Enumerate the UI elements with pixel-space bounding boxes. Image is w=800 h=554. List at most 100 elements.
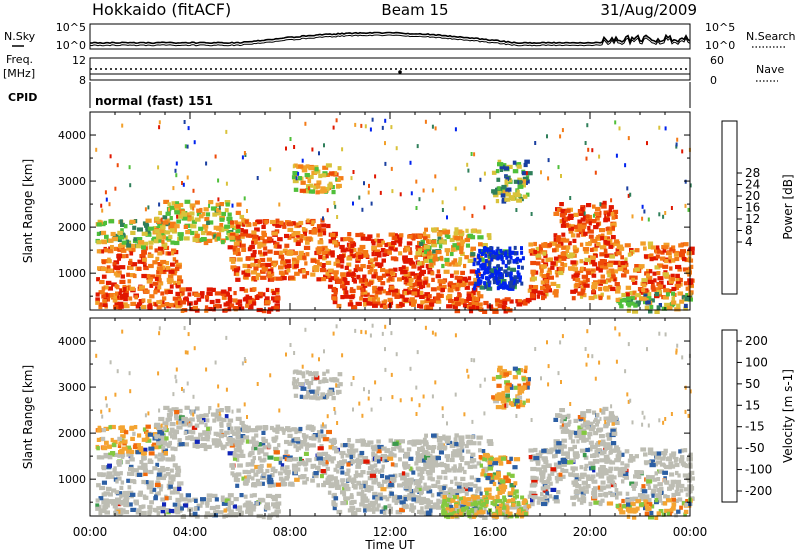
velocity-cell — [416, 495, 422, 500]
velocity-cell — [588, 447, 593, 452]
velocity-cell — [496, 471, 501, 476]
power-cell — [477, 260, 481, 265]
velocity-cell — [116, 460, 123, 465]
power-cell — [379, 262, 384, 267]
power-cell — [271, 231, 278, 236]
velocity-cell — [182, 503, 189, 508]
power-cell — [219, 223, 224, 228]
power-cell — [581, 274, 589, 279]
power-cell — [110, 231, 116, 237]
power-cell — [235, 299, 241, 304]
velocity-cell — [146, 485, 153, 490]
power-cell — [440, 287, 445, 292]
power-cell — [139, 254, 146, 259]
power-cell — [361, 207, 364, 212]
power-cell — [448, 298, 454, 304]
velocity-cell — [335, 464, 341, 469]
velocity-cell — [107, 492, 113, 497]
velocity-cell — [663, 448, 668, 453]
power-cell — [258, 250, 262, 255]
power-cell — [229, 233, 236, 238]
power-cell — [384, 251, 390, 256]
power-cell — [431, 227, 437, 232]
velocity-cell — [232, 456, 237, 461]
power-cell — [145, 225, 149, 230]
velocity-cell — [600, 480, 606, 485]
power-cell — [381, 258, 386, 263]
velocity-cell — [298, 456, 303, 461]
velocity-cell — [475, 486, 482, 491]
velocity-cell — [643, 452, 648, 457]
power-cell — [599, 228, 606, 233]
velocity-cell — [163, 405, 170, 410]
power-cell — [679, 282, 683, 287]
velocity-cell — [493, 399, 499, 404]
velocity-cell — [372, 503, 376, 508]
power-cell — [494, 276, 498, 281]
velocity-cell — [154, 492, 159, 497]
velocity-cell — [125, 459, 130, 465]
velocity-cell — [141, 451, 147, 456]
power-cell — [278, 202, 281, 207]
velocity-cell — [104, 454, 109, 459]
power-cell — [607, 263, 613, 268]
power-cell — [168, 207, 170, 212]
velocity-cell — [355, 507, 362, 512]
power-cell — [500, 193, 506, 198]
power-cell — [243, 196, 246, 201]
velocity-cell — [501, 485, 508, 490]
power-cell — [685, 293, 691, 298]
power-cell — [335, 177, 338, 182]
velocity-cell — [640, 447, 647, 452]
velocity-cell — [199, 413, 206, 419]
velocity-cell — [634, 454, 639, 459]
velocity-cell — [608, 450, 612, 455]
velocity-cell — [204, 511, 211, 516]
velocity-cell — [453, 437, 458, 442]
power-cell — [254, 227, 260, 232]
date-title: 31/Aug/2009 — [600, 1, 697, 19]
power-cell — [541, 273, 547, 279]
power-cell — [606, 270, 611, 275]
velocity-cell — [156, 476, 160, 481]
power-cell — [196, 212, 202, 217]
power-cell — [354, 264, 360, 269]
velocity-cell — [649, 463, 656, 468]
velocity-cell — [339, 465, 344, 470]
velocity-cell — [651, 493, 655, 498]
velocity-cell — [148, 451, 155, 456]
power-cell — [505, 176, 509, 181]
power-cell — [407, 274, 412, 279]
nsky-tick-bottom-right: 10^0 — [705, 39, 735, 52]
velocity-cell — [293, 464, 299, 469]
power-cell — [553, 233, 558, 238]
velocity-cell — [459, 455, 465, 461]
power-cell — [407, 258, 413, 263]
velocity-cell — [170, 434, 174, 439]
power-cell — [126, 272, 130, 277]
power-cell — [130, 301, 137, 306]
power-cell — [406, 290, 412, 295]
power-cell — [320, 223, 327, 228]
velocity-cell — [346, 462, 351, 467]
power-cell — [230, 265, 237, 270]
power-cell — [227, 298, 233, 303]
velocity-cell — [556, 490, 561, 495]
velocity-cell — [298, 426, 303, 432]
power-cell — [322, 188, 328, 193]
velocity-cell — [551, 447, 558, 452]
velocity-cell — [280, 478, 286, 483]
velocity-cell — [121, 446, 128, 451]
power-cell — [269, 219, 276, 225]
power-cell — [631, 277, 635, 282]
power-cell — [156, 278, 162, 283]
power-cell — [413, 275, 418, 280]
velocity-cell — [446, 510, 451, 515]
velocity-cell — [194, 423, 200, 428]
colorbar-tick-label: 8 — [745, 224, 753, 238]
velocity-cell — [351, 511, 358, 516]
power-cell — [509, 281, 512, 286]
velocity-cell — [210, 412, 216, 417]
velocity-cell — [625, 498, 631, 503]
power-cell — [136, 237, 143, 242]
